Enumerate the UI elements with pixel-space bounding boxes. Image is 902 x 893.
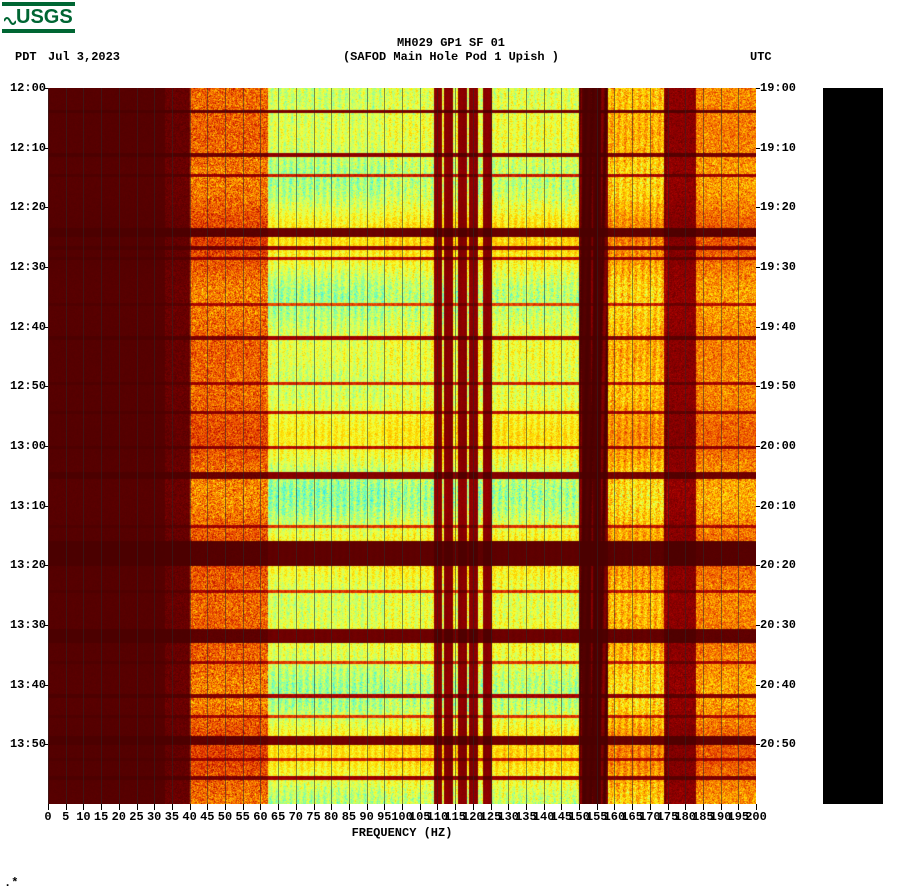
chart-title: MH029 GP1 SF 01 (SAFOD Main Hole Pod 1 U… xyxy=(0,36,902,64)
y-tick-left: 12:50 xyxy=(10,379,46,393)
x-tick: 85 xyxy=(342,810,356,824)
y-tick-left: 13:10 xyxy=(10,499,46,513)
x-tick: 30 xyxy=(147,810,161,824)
x-tick: 75 xyxy=(306,810,320,824)
x-tick: 70 xyxy=(289,810,303,824)
y-tick-left: 13:00 xyxy=(10,439,46,453)
y-tick-left: 13:20 xyxy=(10,558,46,572)
logo-text: USGS xyxy=(16,6,73,28)
x-tick: 60 xyxy=(253,810,267,824)
x-tick: 25 xyxy=(129,810,143,824)
y-tick-right: 19:00 xyxy=(760,81,796,95)
x-tick: 200 xyxy=(745,810,767,824)
y-tick-right: 19:40 xyxy=(760,320,796,334)
y-tick-left: 12:00 xyxy=(10,81,46,95)
x-tick: 90 xyxy=(359,810,373,824)
x-tick: 35 xyxy=(165,810,179,824)
usgs-logo: USGS xyxy=(2,2,75,33)
x-tick: 20 xyxy=(112,810,126,824)
y-tick-right: 20:00 xyxy=(760,439,796,453)
y-tick-left: 13:30 xyxy=(10,618,46,632)
wave-icon xyxy=(4,9,16,27)
x-tick: 95 xyxy=(377,810,391,824)
colorbar xyxy=(823,88,883,804)
x-tick: 40 xyxy=(182,810,196,824)
y-tick-left: 12:40 xyxy=(10,320,46,334)
x-tick: 50 xyxy=(218,810,232,824)
y-tick-left: 12:20 xyxy=(10,200,46,214)
y-tick-right: 19:30 xyxy=(760,260,796,274)
y-axis-left-ticks: 12:0012:1012:2012:3012:4012:5013:0013:10… xyxy=(10,88,46,804)
y-tick-left: 13:40 xyxy=(10,678,46,692)
y-tick-right: 20:50 xyxy=(760,737,796,751)
x-tick: 0 xyxy=(44,810,51,824)
y-tick-right: 19:10 xyxy=(760,141,796,155)
x-axis-label: FREQUENCY (HZ) xyxy=(48,826,756,840)
y-tick-left: 13:50 xyxy=(10,737,46,751)
y-tick-left: 12:10 xyxy=(10,141,46,155)
footer-mark: .* xyxy=(4,876,18,890)
y-axis-right-ticks: 19:0019:1019:2019:3019:4019:5020:0020:10… xyxy=(760,88,804,804)
x-tick: 65 xyxy=(271,810,285,824)
x-tick: 55 xyxy=(235,810,249,824)
x-tick: 45 xyxy=(200,810,214,824)
y-tick-right: 20:30 xyxy=(760,618,796,632)
x-tick: 15 xyxy=(94,810,108,824)
x-tick: 5 xyxy=(62,810,69,824)
y-tick-left: 12:30 xyxy=(10,260,46,274)
y-tick-right: 20:40 xyxy=(760,678,796,692)
y-tick-right: 20:10 xyxy=(760,499,796,513)
y-tick-right: 19:20 xyxy=(760,200,796,214)
x-tick: 10 xyxy=(76,810,90,824)
x-tick: 80 xyxy=(324,810,338,824)
spectrogram-plot xyxy=(48,88,756,804)
y-tick-right: 20:20 xyxy=(760,558,796,572)
title-line1: MH029 GP1 SF 01 xyxy=(0,36,902,50)
title-line2: (SAFOD Main Hole Pod 1 Upish ) xyxy=(0,50,902,64)
y-tick-right: 19:50 xyxy=(760,379,796,393)
spectrogram-canvas xyxy=(48,88,756,804)
